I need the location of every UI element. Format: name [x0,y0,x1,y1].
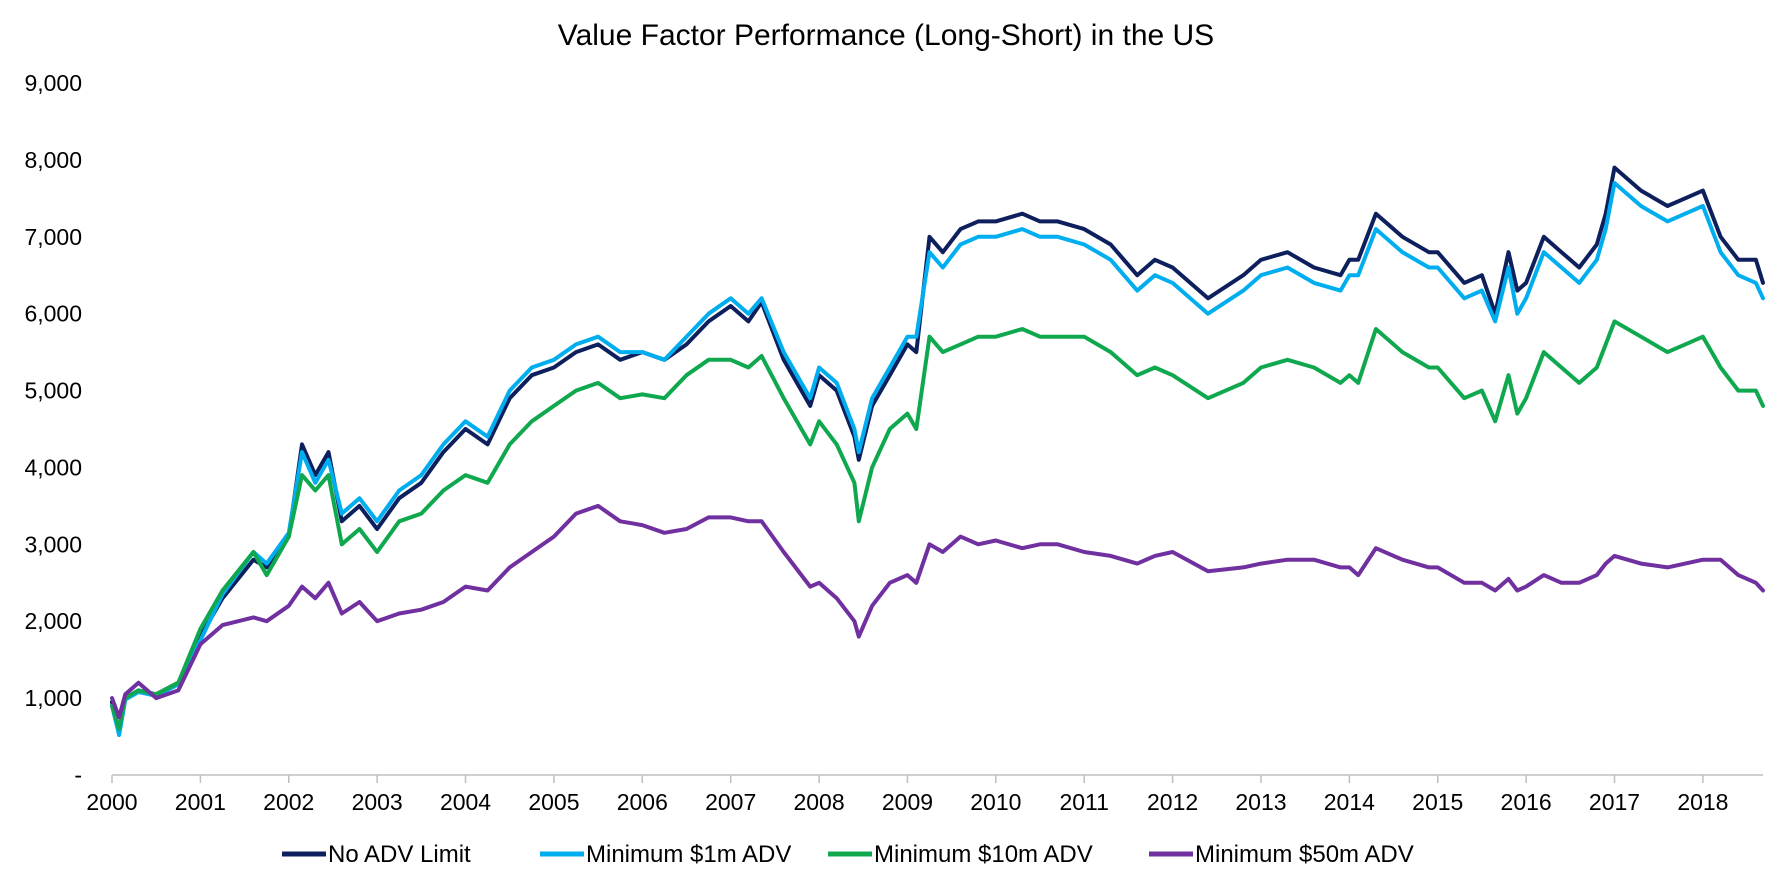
legend-label: Minimum $50m ADV [1195,841,1414,868]
y-tick-label: 5,000 [24,378,82,404]
chart-title: Value Factor Performance (Long-Short) in… [558,19,1214,52]
x-tick-label: 2005 [528,789,579,815]
legend-label: Minimum $1m ADV [586,841,791,868]
x-tick-label: 2000 [86,789,137,815]
x-tick-label: 2017 [1589,789,1640,815]
x-axis: 2000 2001 2002 2003 2004 2005 2006 2007 2008 2009… [86,774,1763,815]
legend: No ADV Limit Minimum $1m ADV Minimum $10m … [282,841,1414,868]
y-tick-label: 4,000 [24,454,82,480]
x-tick-label: 2010 [970,789,1021,815]
y-axis: - 1,000 2,000 3,000 4,000 5,000 6,000 7,000 8,00… [24,70,82,788]
x-tick-label: 2008 [793,789,844,815]
x-tick-label: 2012 [1147,789,1198,815]
y-tick-label: 8,000 [24,147,82,173]
y-tick-label: 9,000 [24,70,82,96]
series-line-1 [110,165,1765,735]
x-tick-label: 2011 [1059,789,1108,815]
x-tick-label: 2002 [263,789,314,815]
y-tick-label: 2,000 [24,608,82,634]
x-tick-label: 2013 [1235,789,1286,815]
x-tick-label: 2014 [1324,789,1375,815]
series-line-4 [110,503,1765,720]
legend-label: No ADV Limit [328,841,471,868]
x-tick-label: 2004 [440,789,491,815]
series-line-3 [110,319,1765,731]
x-tick-label: 2007 [705,789,756,815]
y-tick-label: - [74,762,82,788]
y-tick-label: 3,000 [24,531,82,557]
x-tick-label: 2016 [1501,789,1552,815]
y-tick-label: 7,000 [24,224,82,250]
x-tick-label: 2018 [1677,789,1728,815]
series-line-2 [110,181,1765,737]
plot-area [110,165,1765,737]
y-tick-label: 1,000 [24,685,82,711]
x-tick-label: 2006 [617,789,668,815]
x-tick-label: 2015 [1412,789,1463,815]
x-tick-label: 2003 [352,789,403,815]
y-tick-label: 6,000 [24,301,82,327]
legend-label: Minimum $10m ADV [874,841,1093,868]
x-tick-label: 2009 [882,789,933,815]
x-tick-label: 2001 [175,789,226,815]
